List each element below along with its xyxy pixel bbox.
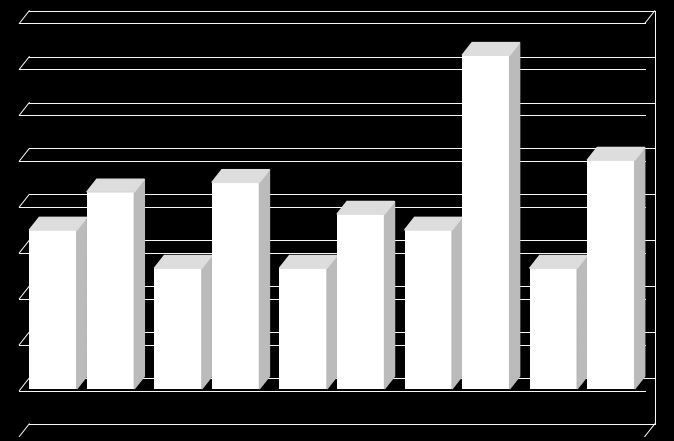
Polygon shape <box>385 202 394 389</box>
FancyBboxPatch shape <box>530 268 577 389</box>
Polygon shape <box>635 147 645 389</box>
Polygon shape <box>462 42 520 55</box>
Polygon shape <box>154 255 212 268</box>
Polygon shape <box>337 202 394 214</box>
Polygon shape <box>202 255 212 389</box>
FancyBboxPatch shape <box>212 183 259 389</box>
FancyBboxPatch shape <box>154 268 202 389</box>
Polygon shape <box>259 170 270 389</box>
FancyBboxPatch shape <box>404 230 452 389</box>
Polygon shape <box>587 147 645 160</box>
FancyBboxPatch shape <box>29 230 77 389</box>
Polygon shape <box>452 217 462 389</box>
FancyBboxPatch shape <box>462 55 510 389</box>
FancyBboxPatch shape <box>337 214 385 389</box>
Polygon shape <box>404 217 462 230</box>
Polygon shape <box>510 42 520 389</box>
Polygon shape <box>77 217 87 389</box>
Polygon shape <box>327 255 337 389</box>
Polygon shape <box>530 255 587 268</box>
Polygon shape <box>87 179 144 192</box>
FancyBboxPatch shape <box>587 160 635 389</box>
FancyBboxPatch shape <box>87 192 134 389</box>
Polygon shape <box>280 255 337 268</box>
FancyBboxPatch shape <box>280 268 327 389</box>
Polygon shape <box>577 255 587 389</box>
Polygon shape <box>212 170 270 183</box>
Polygon shape <box>134 179 144 389</box>
Polygon shape <box>29 217 87 230</box>
